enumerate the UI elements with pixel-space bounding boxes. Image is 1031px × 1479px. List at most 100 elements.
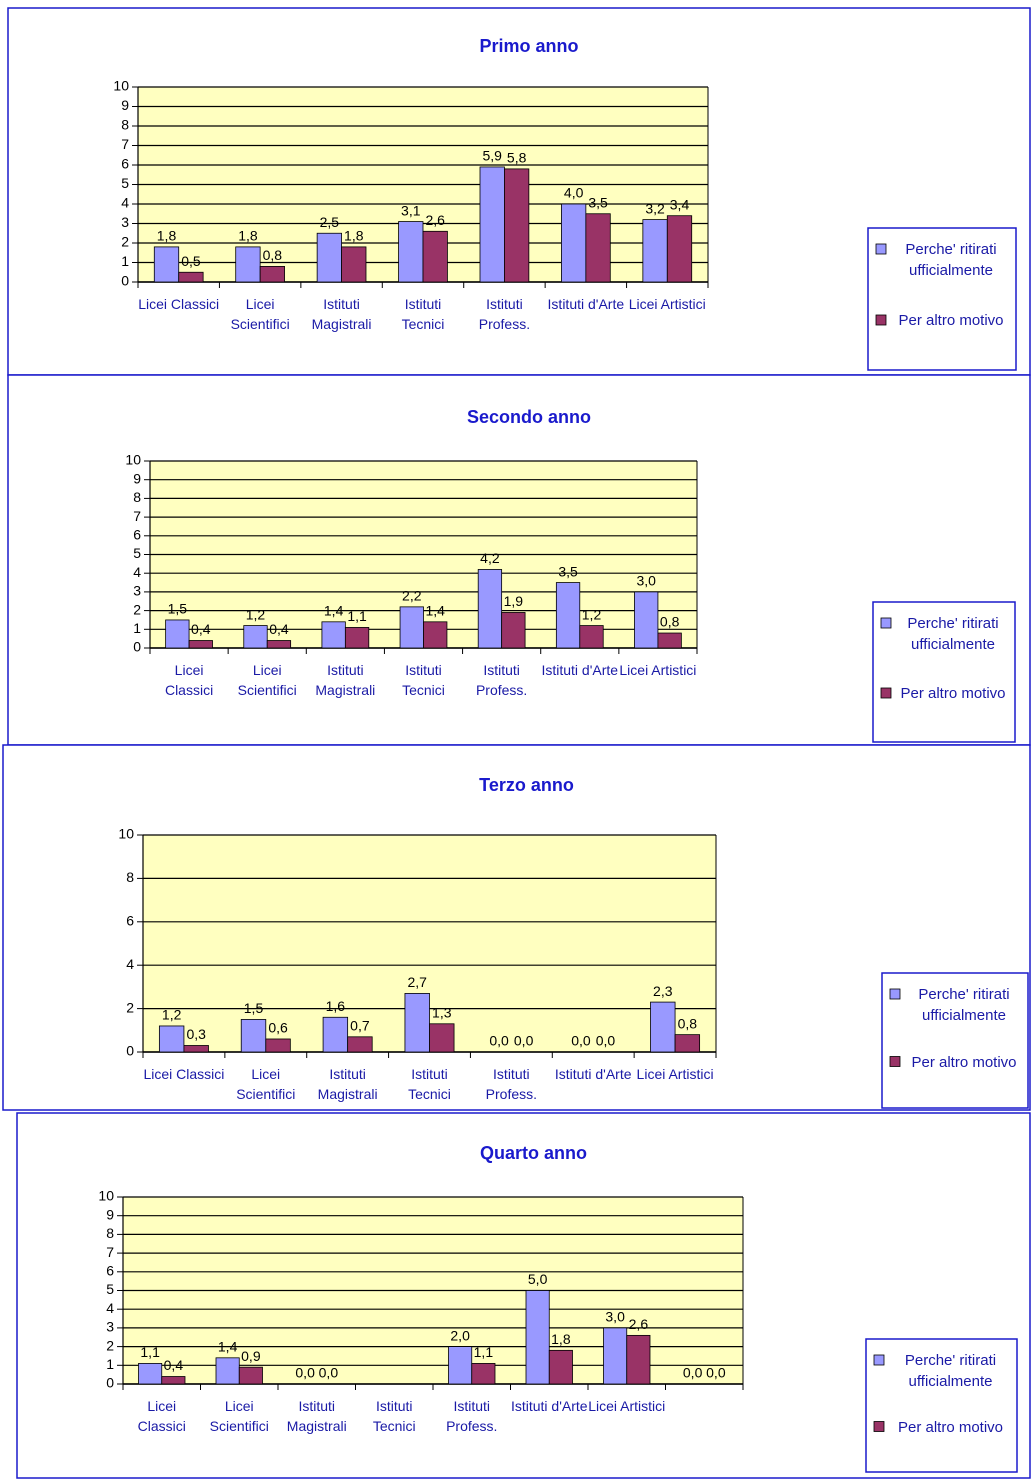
value-label: 2,0	[450, 1327, 470, 1343]
value-label: 1,4	[425, 603, 445, 619]
bar	[188, 640, 213, 649]
y-tick-label: 6	[126, 913, 134, 929]
bar	[153, 246, 180, 283]
value-label: 1,8	[238, 228, 258, 244]
legend-swatch	[875, 314, 887, 326]
bar	[344, 627, 370, 649]
legend-label: Per altro motivo	[911, 1053, 1017, 1071]
value-label: 0,7	[350, 1018, 370, 1034]
legend-swatch	[873, 1421, 885, 1432]
legend-swatch	[875, 243, 887, 255]
bar	[579, 625, 604, 649]
bar	[657, 632, 682, 649]
value-label: 3,5	[588, 194, 608, 210]
bar	[525, 1290, 550, 1385]
bar	[642, 219, 668, 283]
value-label: 3,1	[401, 202, 421, 218]
value-label: 0,0	[514, 1033, 534, 1049]
x-tick-label: Licei Artistici	[628, 296, 706, 312]
y-tick-label: 7	[133, 508, 141, 524]
bar	[316, 232, 342, 283]
bar	[259, 265, 285, 283]
bar	[347, 1036, 373, 1053]
bar	[666, 215, 693, 283]
value-label: 1,6	[326, 998, 346, 1014]
bar	[398, 221, 424, 283]
value-label: 0,4	[191, 621, 211, 637]
value-label: 1,9	[504, 593, 524, 609]
bar	[243, 625, 268, 649]
value-label: 1,5	[244, 1000, 264, 1016]
x-tick-label: Istituti Profess.	[485, 1066, 538, 1102]
bar	[479, 166, 505, 283]
x-tick-label: Istituti Profess.	[475, 662, 528, 698]
y-tick-label: 6	[121, 156, 129, 172]
legend-swatch	[889, 1056, 901, 1067]
bar	[448, 1346, 473, 1385]
bar	[404, 993, 430, 1053]
legend-label: Per altro motivo	[900, 685, 1006, 702]
x-tick-label: Licei Artistici	[588, 1398, 666, 1414]
x-tick-label: Istituti Profess.	[478, 296, 531, 332]
value-label: 1,1	[140, 1344, 160, 1360]
value-label: 2,2	[402, 588, 422, 604]
bar	[165, 619, 190, 649]
bar	[238, 1366, 263, 1385]
chart-title: Primo anno	[479, 36, 578, 56]
y-tick-label: 0	[133, 639, 141, 655]
legend-label: Per altro motivo	[897, 1418, 1004, 1436]
value-label: 5,9	[482, 148, 502, 164]
value-label: 1,4	[324, 603, 344, 619]
legend-label: Perche' ritirati ufficialmente	[918, 986, 1010, 1024]
y-tick-label: 4	[133, 564, 141, 580]
y-tick-label: 1	[106, 1356, 114, 1372]
bar	[265, 1038, 291, 1053]
value-label: 1,4	[218, 1339, 238, 1355]
legend-box	[872, 601, 1016, 743]
bar	[215, 1357, 240, 1385]
x-tick-label: Licei Classici	[143, 1066, 225, 1082]
bar	[555, 582, 581, 649]
legend-label: Per altro motivo	[898, 312, 1004, 329]
bar	[674, 1034, 701, 1053]
value-label: 0,4	[269, 621, 289, 637]
value-label: 5,0	[528, 1271, 548, 1287]
value-label: 2,6	[425, 212, 445, 228]
value-label: 4,2	[480, 550, 500, 566]
y-tick-label: 2	[126, 999, 134, 1015]
bar	[161, 1376, 186, 1385]
bar	[399, 606, 424, 649]
value-label: 0,0	[295, 1365, 315, 1381]
value-label: 0,9	[241, 1348, 261, 1364]
chart-title: Secondo anno	[467, 407, 591, 427]
legend-swatch	[880, 617, 892, 629]
x-tick-label: Istituti d'Arte	[510, 1398, 588, 1414]
y-tick-label: 7	[121, 136, 129, 152]
y-tick-label: 5	[106, 1281, 114, 1297]
value-label: 1,8	[551, 1331, 571, 1347]
chart-title: Terzo anno	[479, 775, 574, 795]
y-tick-label: 3	[133, 583, 141, 599]
y-tick-label: 9	[106, 1206, 114, 1222]
bar	[585, 213, 611, 283]
y-tick-label: 6	[133, 527, 141, 543]
bar	[429, 1023, 455, 1053]
y-tick-label: 5	[121, 175, 129, 191]
value-label: 1,5	[168, 601, 188, 617]
y-tick-label: 4	[121, 195, 129, 211]
x-tick-label: Licei Classici	[164, 662, 214, 698]
y-tick-label: 2	[121, 234, 129, 250]
x-tick-label: Istituti Magistrali	[317, 1066, 378, 1102]
y-tick-label: 5	[133, 545, 141, 561]
legend-box	[865, 1338, 1018, 1473]
y-tick-label: 10	[113, 78, 129, 94]
y-tick-label: 3	[121, 214, 129, 230]
chart-title: Quarto anno	[480, 1143, 587, 1163]
y-tick-label: 9	[133, 470, 141, 486]
y-tick-label: 10	[125, 452, 141, 468]
x-tick-label: Licei Scientifici	[209, 1398, 269, 1434]
x-tick-label: Istituti Profess.	[446, 1398, 498, 1434]
x-tick-label: Istituti Magistrali	[311, 296, 372, 332]
value-label: 0,8	[263, 247, 283, 263]
